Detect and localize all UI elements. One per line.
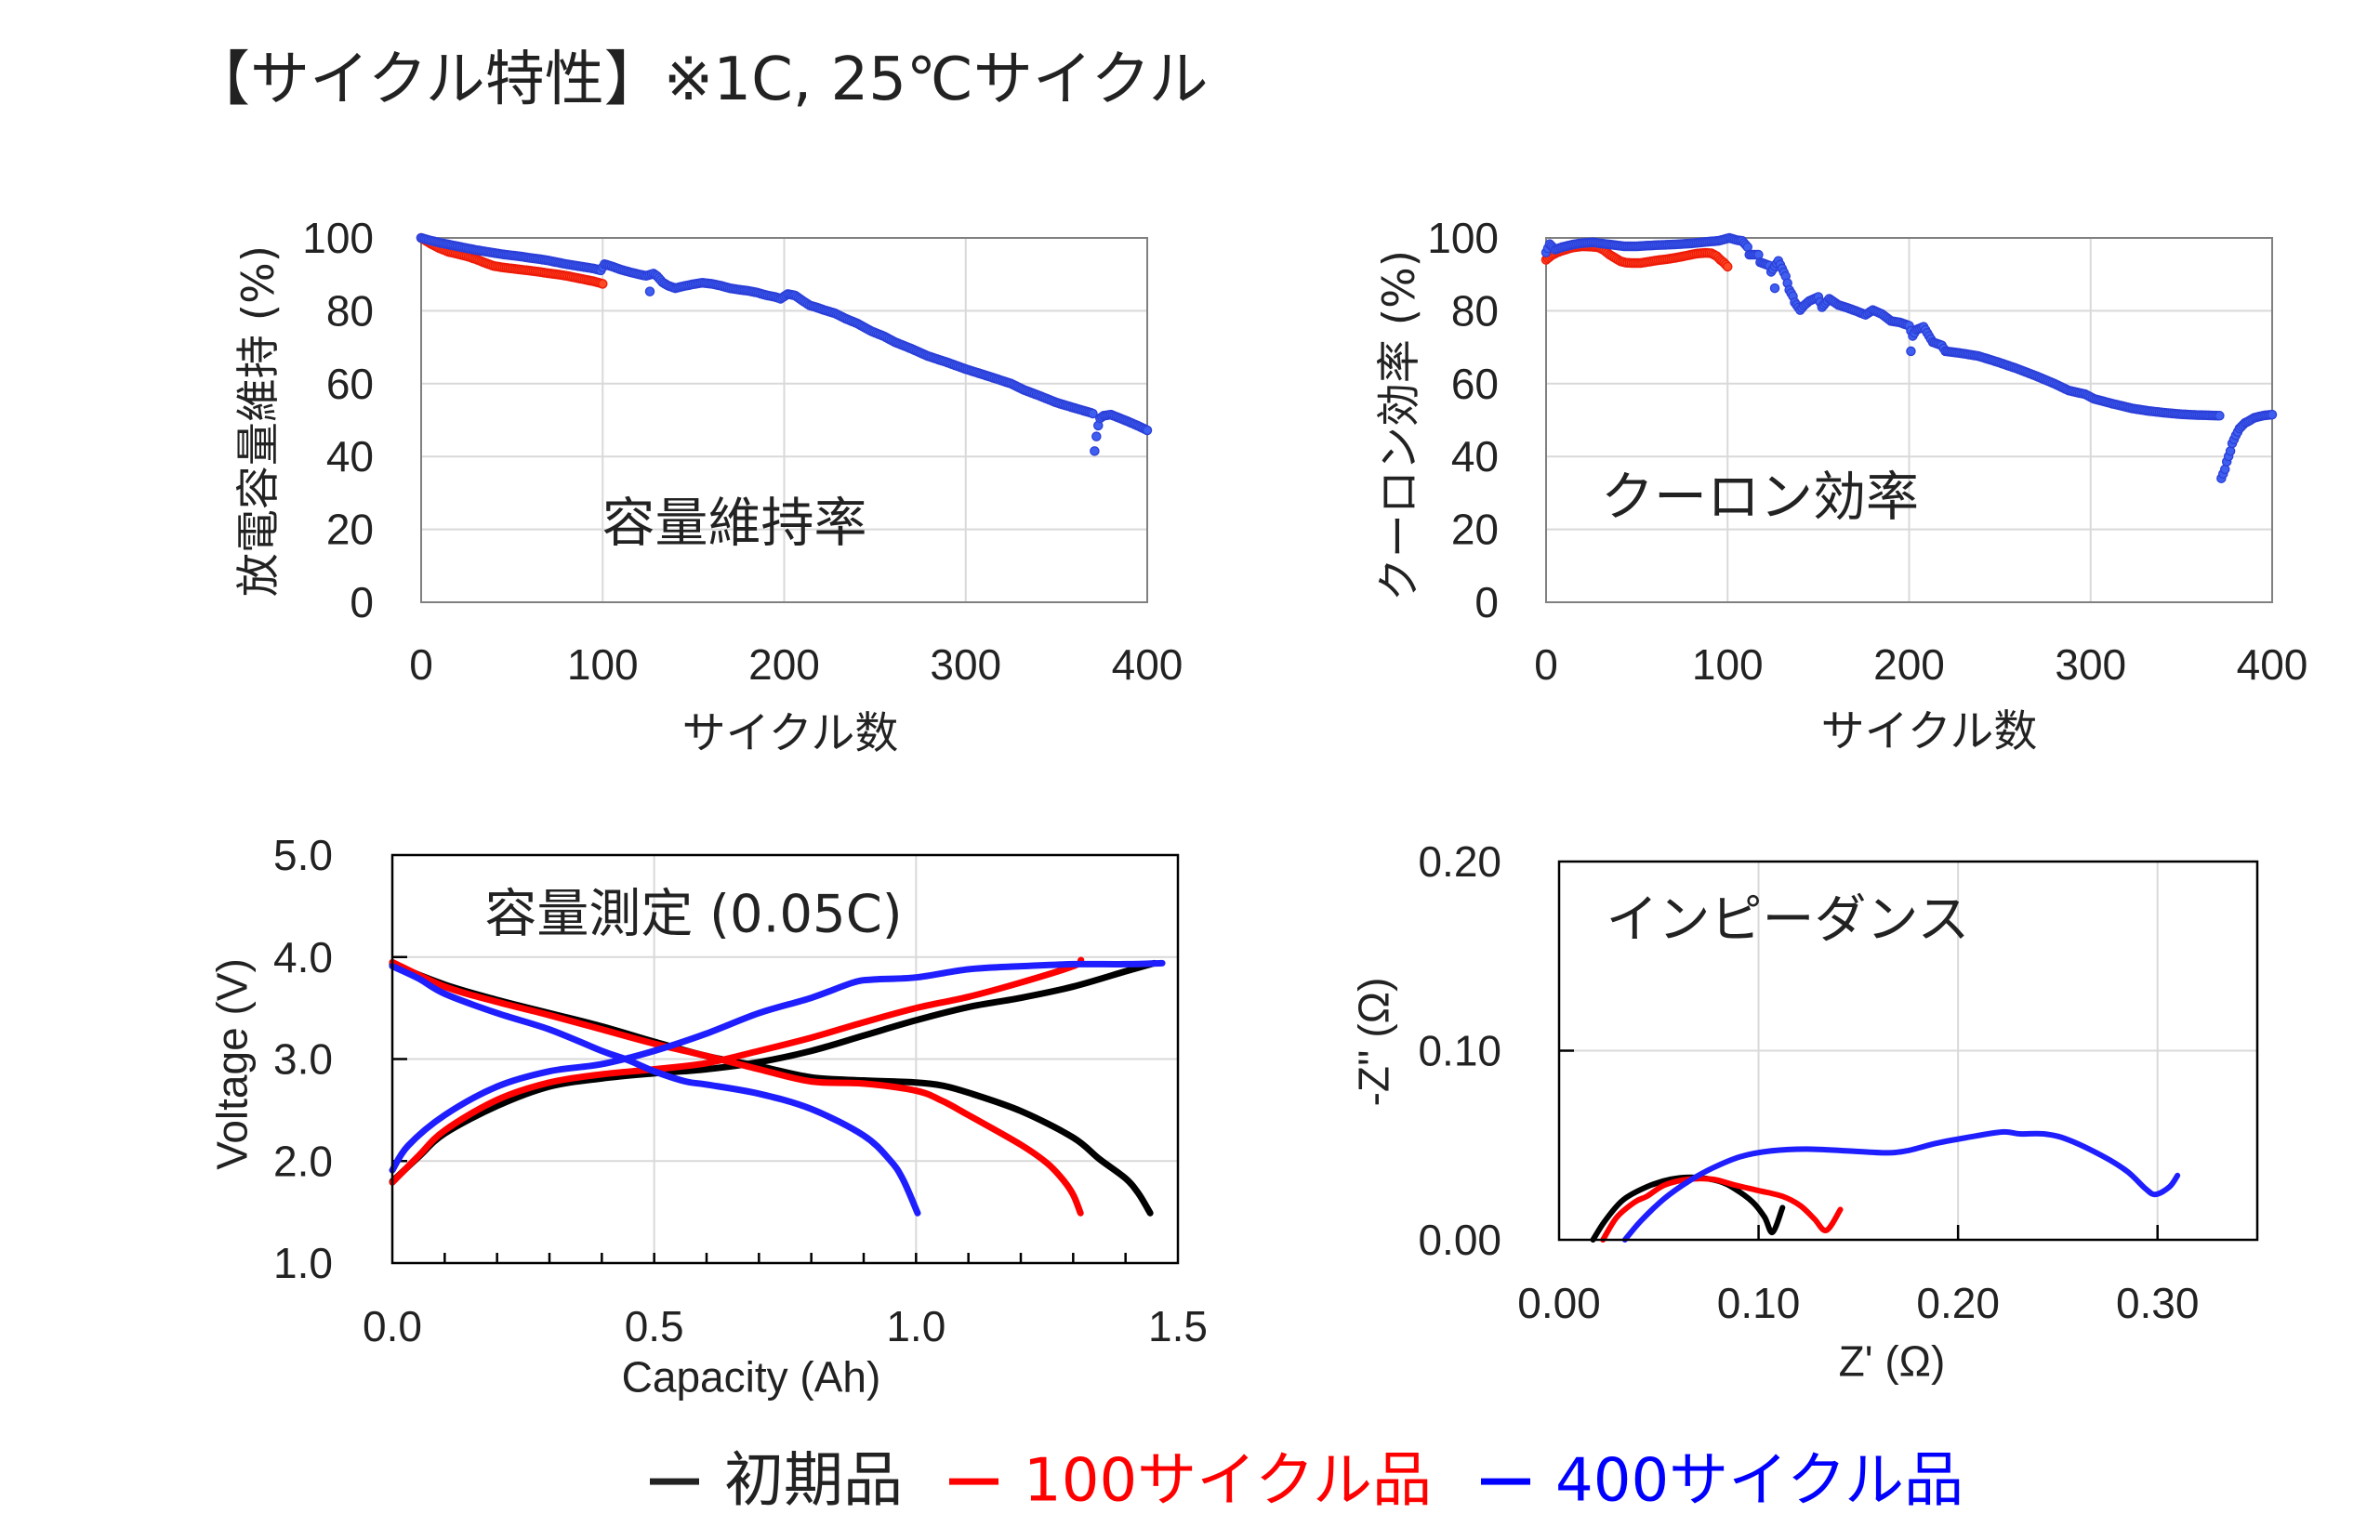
legend-swatch-icon [650,1478,699,1485]
y-tick-label: 0.20 [1418,837,1501,886]
series-cycle-400 [416,232,1153,456]
x-tick-label: 200 [748,640,820,689]
marker-cycle-400 [2267,409,2278,420]
y-tick-label: 5.0 [273,831,333,879]
marker-cycle-400 [2215,411,2225,421]
y-tick-label: 0.00 [1418,1216,1501,1264]
y-tick-label: 2.0 [273,1137,333,1185]
y-tick-label: 40 [1451,432,1499,480]
x-tick-label: 0.10 [1717,1279,1801,1327]
y-tick-label: 60 [1451,360,1499,408]
legend-label: 初期品 [724,1446,903,1516]
x-axis-title-real-impedance: Z' (Ω) [1838,1336,1946,1386]
y-tick-label: 3.0 [273,1035,333,1084]
page-title: 【サイクル特性】※1C, 25℃サイクル [191,46,1209,114]
x-tick-label: 0.30 [2116,1279,2200,1327]
x-tick-label: 0.5 [625,1302,684,1350]
legend-swatch-icon [1481,1478,1530,1485]
plot-frame [390,853,1180,1265]
y-tick-label: 40 [326,432,374,480]
marker-cycle-400 [1088,408,1098,419]
x-axis-title-capacity: Capacity (Ah) [621,1352,881,1402]
y-tick-label: 0 [1474,578,1499,626]
x-axis-title-cycles: サイクル数 [681,707,899,759]
legend-label: 400サイクル品 [1555,1446,1964,1516]
y-tick-label: 1.0 [273,1239,333,1287]
series-cycle-400 [1540,232,2278,483]
marker-cycle-400 [1090,446,1100,456]
x-tick-label: 1.5 [1148,1302,1208,1350]
legend-item-cycle-100: 100サイクル品 [949,1446,1432,1518]
line-cycle-400-charge [389,959,1166,1174]
marker-cycle-400 [1091,431,1102,441]
legend-swatch-icon [949,1478,998,1485]
x-tick-label: 300 [930,640,1001,689]
line-initial-charge [389,959,1158,1185]
marker-cycle-400 [1142,425,1153,436]
legend-item-cycle-400: 400サイクル品 [1481,1446,1964,1518]
series-group [1540,232,2278,483]
chart-annotation-capacity-retention: 容量維持率 [602,492,867,554]
line-cycle-100-charge [389,956,1085,1186]
series-group [1590,1128,2181,1243]
x-tick-label: 0.0 [363,1302,422,1350]
y-tick-label: 20 [1451,506,1499,554]
marker-outlier-cycle-400 [644,286,655,296]
y-tick-label: 100 [1427,214,1499,262]
x-tick-label: 400 [1112,640,1183,689]
x-tick-label: 0.00 [1517,1279,1601,1327]
series-group [416,232,1153,456]
chart-coulombic-efficiency: 0 100 200 300 400 0 20 40 60 80 100 [1427,214,2307,689]
line-cycle-100-discharge [389,958,1084,1217]
plot-frame [1557,860,2259,1242]
y-tick-label: 80 [1451,286,1499,335]
chart-capacity-retention: 0 100 200 300 400 0 20 40 60 80 100 [302,214,1183,689]
chart-voltage-capacity: 0.0 0.5 1.0 1.5 1.0 2.0 3.0 4.0 5.0 [273,831,1208,1350]
x-tick-label: 400 [2237,640,2308,689]
marker-outlier-cycle-400 [1769,283,1780,294]
line-cycle-400 [1621,1128,2181,1243]
y-axis-title-imaginary-impedance: -Z'' (Ω) [1349,977,1398,1107]
x-tick-label: 0.20 [1916,1279,2000,1327]
x-tick-label: 0 [1534,640,1558,689]
plot-frame [420,237,1148,603]
y-tick-label: 80 [326,286,374,335]
y-axis-title-coulombic-efficiency: クーロン効率 (%) [1373,249,1425,602]
marker-outlier-cycle-400 [1906,346,1916,357]
chart-annotation-capacity-measurement: 容量測定 (0.05C) [484,884,903,945]
marker-cycle-100 [1723,261,1733,272]
x-tick-label: 300 [2055,640,2126,689]
x-tick-label: 1.0 [886,1302,945,1350]
plot-frame [1545,237,2273,603]
y-tick-label: 0.10 [1418,1027,1501,1075]
x-tick-label: 100 [567,640,639,689]
chart-annotation-coulombic-efficiency: クーロン効率 [1601,466,1919,528]
y-axis-title-voltage: Voltage (V) [207,958,257,1170]
x-tick-label: 200 [1873,640,1945,689]
x-tick-label: 0 [409,640,433,689]
y-tick-label: 100 [302,214,374,262]
chart-annotation-impedance: インピーダンス [1606,889,1970,951]
series-group [389,956,1166,1217]
y-tick-label: 60 [326,360,374,408]
y-tick-label: 0 [350,578,374,626]
y-tick-label: 4.0 [273,933,333,981]
legend-label: 100サイクル品 [1024,1446,1432,1516]
line-cycle-400-discharge [389,963,921,1217]
line-cycle-100 [1600,1176,1844,1243]
y-tick-label: 20 [326,506,374,554]
legend-item-initial: 初期品 [650,1446,903,1518]
y-axis-title-discharge-retention: 放電容量維持 (%) [232,244,284,598]
marker-cycle-100 [598,279,608,289]
chart-impedance: 0.00 0.10 0.20 0.30 0.00 0.10 0.20 [1418,837,2259,1327]
x-axis-title-cycles: サイクル数 [1820,705,2038,757]
x-tick-label: 100 [1692,640,1764,689]
